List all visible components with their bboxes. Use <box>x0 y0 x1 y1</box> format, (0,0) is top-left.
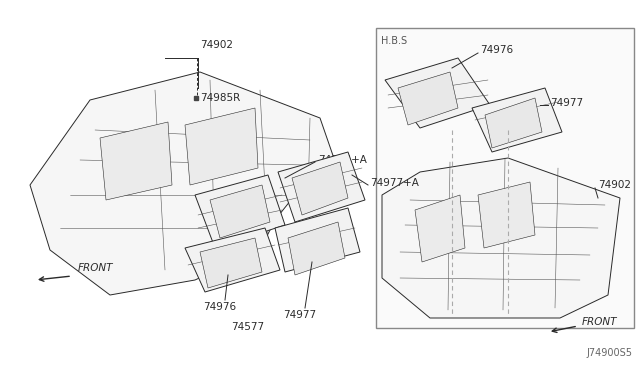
Text: 74977: 74977 <box>550 98 583 108</box>
Text: J74900S5: J74900S5 <box>586 348 632 358</box>
Polygon shape <box>275 208 360 272</box>
Text: 74977: 74977 <box>284 310 317 320</box>
Polygon shape <box>398 72 458 125</box>
Polygon shape <box>478 182 535 248</box>
Text: 74976: 74976 <box>204 302 237 312</box>
Text: 74985R: 74985R <box>200 93 240 103</box>
Text: 74902: 74902 <box>200 40 233 50</box>
Polygon shape <box>185 228 280 292</box>
Polygon shape <box>382 158 620 318</box>
Text: H.B.S: H.B.S <box>381 36 407 46</box>
Text: FRONT: FRONT <box>78 263 113 273</box>
Polygon shape <box>485 98 542 148</box>
Polygon shape <box>100 122 172 200</box>
Polygon shape <box>210 185 270 238</box>
Bar <box>376 28 634 328</box>
Polygon shape <box>195 175 285 248</box>
Text: 74976+A: 74976+A <box>318 155 367 165</box>
Polygon shape <box>288 222 345 275</box>
Polygon shape <box>278 152 365 222</box>
Text: 74977+A: 74977+A <box>370 178 419 188</box>
Text: 74976: 74976 <box>480 45 513 55</box>
Polygon shape <box>292 162 348 215</box>
Polygon shape <box>200 238 262 288</box>
Polygon shape <box>185 108 258 185</box>
Polygon shape <box>30 72 338 295</box>
Text: 74577: 74577 <box>232 322 264 332</box>
Polygon shape <box>415 195 465 262</box>
Polygon shape <box>472 88 562 152</box>
Polygon shape <box>385 58 490 128</box>
Text: 74902: 74902 <box>598 180 631 190</box>
Text: FRONT: FRONT <box>582 317 618 327</box>
